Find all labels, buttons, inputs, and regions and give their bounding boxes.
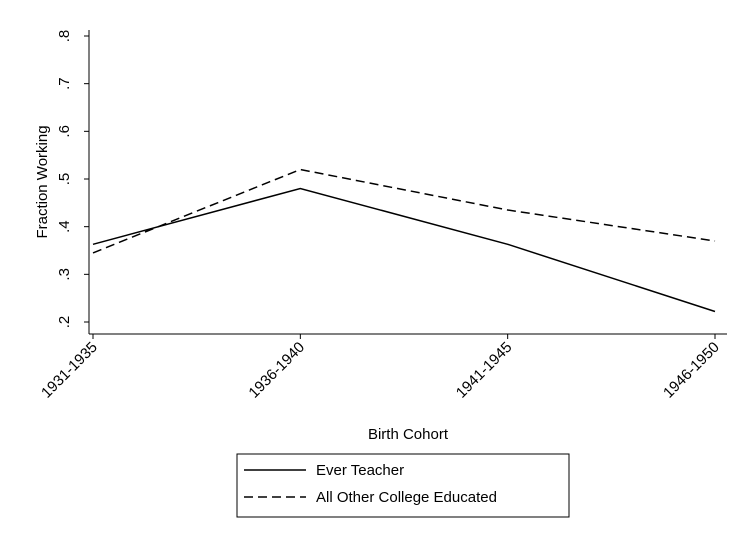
y-axis-title: Fraction Working [34, 125, 51, 238]
y-tick-label: .2 [56, 316, 73, 329]
x-axis-title: Birth Cohort [368, 426, 449, 443]
y-tick-label: .4 [56, 220, 73, 233]
legend-label: Ever Teacher [316, 462, 404, 479]
x-tick-label: 1936-1940 [245, 339, 308, 402]
x-tick-label: 1941-1945 [453, 339, 516, 402]
x-tick-label: 1946-1950 [660, 339, 723, 402]
y-tick-label: .5 [56, 173, 73, 186]
y-ticks: .2 .3 .4 .5 .6 .7 .8 [56, 30, 89, 329]
series-line-2 [92, 168, 716, 254]
legend: Ever Teacher All Other College Educated [236, 453, 570, 518]
series-line-1 [92, 187, 716, 313]
x-tick-label: 1931-1935 [38, 339, 101, 402]
y-tick-label: .3 [56, 268, 73, 281]
x-ticks: 1931-1935 1936-1940 1941-1945 1946-1950 [38, 334, 723, 402]
legend-label: All Other College Educated [316, 489, 497, 506]
y-tick-label: .6 [56, 125, 73, 138]
y-tick-label: .8 [56, 30, 73, 43]
series-lines [92, 168, 716, 313]
legend-box [236, 453, 570, 518]
y-tick-label: .7 [56, 77, 73, 90]
